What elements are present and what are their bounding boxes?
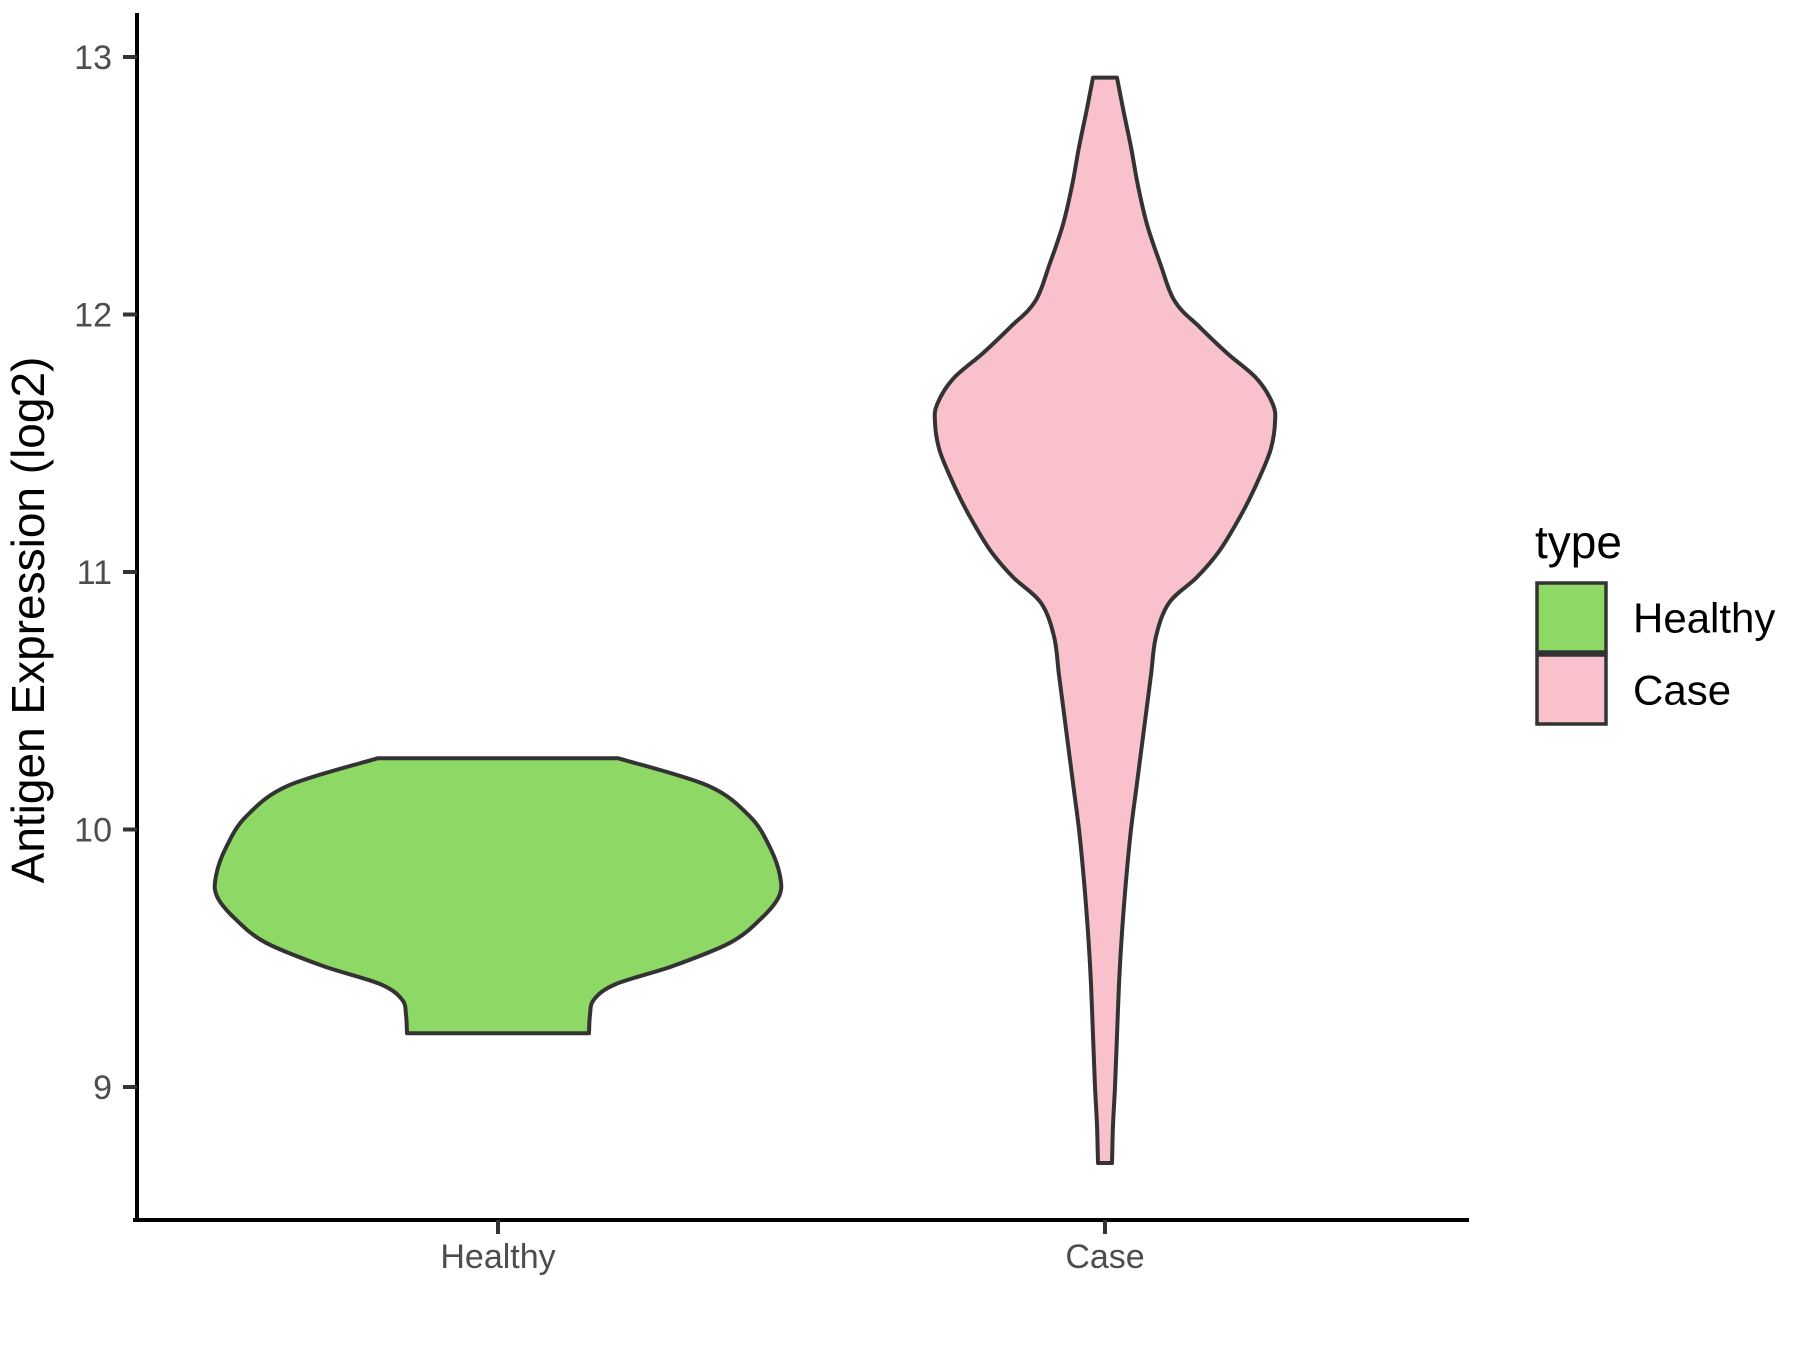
x-axis: Healthy Case (133, 1218, 1469, 1276)
y-tick-label-13: 13 (74, 39, 112, 77)
y-tick-label-10: 10 (74, 812, 112, 850)
y-tick-label-11: 11 (77, 554, 112, 592)
legend: type Healthy Case (1535, 516, 1775, 726)
y-tick-label-9: 9 (93, 1069, 112, 1107)
legend-key-case (1535, 653, 1608, 726)
violin-healthy (212, 756, 784, 1036)
y-tick-label-12: 12 (74, 297, 112, 335)
x-tick-label-case: Case (1065, 1238, 1144, 1276)
legend-label-healthy: Healthy (1633, 595, 1775, 642)
y-axis: 13 12 11 10 9 (74, 13, 139, 1222)
y-axis-title: Antigen Expression (log2) (2, 357, 54, 884)
legend-label-case: Case (1633, 667, 1731, 714)
legend-title: type (1535, 516, 1622, 568)
legend-key-healthy (1535, 581, 1608, 654)
violin-case (932, 75, 1278, 1165)
x-tick-label-healthy: Healthy (440, 1238, 555, 1276)
violins-layer (212, 75, 1278, 1165)
